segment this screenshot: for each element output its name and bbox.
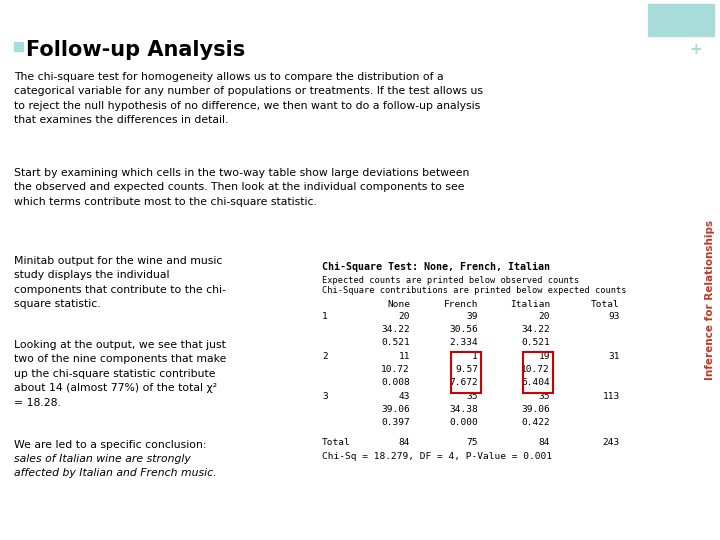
Text: 39.06: 39.06 — [521, 405, 550, 414]
Text: 84: 84 — [398, 438, 410, 447]
Text: 1: 1 — [472, 352, 478, 361]
Text: 20: 20 — [398, 312, 410, 321]
Text: 93: 93 — [608, 312, 620, 321]
Text: 0.422: 0.422 — [521, 418, 550, 427]
Text: 30.56: 30.56 — [449, 325, 478, 334]
Text: 9.57: 9.57 — [455, 365, 478, 374]
Text: 0.521: 0.521 — [521, 338, 550, 347]
Text: French: French — [444, 300, 478, 309]
Text: 3: 3 — [322, 392, 328, 401]
Text: 0.521: 0.521 — [382, 338, 410, 347]
Text: Chi-Square Test: None, French, Italian: Chi-Square Test: None, French, Italian — [322, 262, 550, 272]
Text: 35: 35 — [467, 392, 478, 401]
Text: 6.404: 6.404 — [521, 378, 550, 387]
Text: 34.22: 34.22 — [521, 325, 550, 334]
Text: 7.672: 7.672 — [449, 378, 478, 387]
Text: 10.72: 10.72 — [382, 365, 410, 374]
Text: 34.38: 34.38 — [449, 405, 478, 414]
Text: 43: 43 — [398, 392, 410, 401]
Bar — [523, 352, 553, 393]
Text: Minitab output for the wine and music
study displays the individual
components t: Minitab output for the wine and music st… — [14, 256, 226, 309]
Text: 31: 31 — [608, 352, 620, 361]
Text: Follow-up Analysis: Follow-up Analysis — [26, 40, 246, 60]
Text: 113: 113 — [603, 392, 620, 401]
Text: 0.397: 0.397 — [382, 418, 410, 427]
Text: 10.72: 10.72 — [521, 365, 550, 374]
Text: 19: 19 — [539, 352, 550, 361]
Bar — [648, 4, 714, 36]
Text: 20: 20 — [539, 312, 550, 321]
Text: Total: Total — [322, 438, 351, 447]
Text: 243: 243 — [603, 438, 620, 447]
Bar — [451, 352, 481, 393]
Text: 35: 35 — [539, 392, 550, 401]
Text: The chi-square test for homogeneity allows us to compare the distribution of a
c: The chi-square test for homogeneity allo… — [14, 72, 483, 125]
Text: We are led to a specific conclusion:: We are led to a specific conclusion: — [14, 440, 207, 450]
Text: Chi-Sq = 18.279, DF = 4, P-Value = 0.001: Chi-Sq = 18.279, DF = 4, P-Value = 0.001 — [322, 452, 552, 461]
Text: 75: 75 — [467, 438, 478, 447]
Text: Inference for Relationships: Inference for Relationships — [705, 220, 715, 380]
Text: Total: Total — [591, 300, 620, 309]
Text: 34.22: 34.22 — [382, 325, 410, 334]
Text: Expected counts are printed below observed counts: Expected counts are printed below observ… — [322, 276, 580, 285]
Text: sales of Italian wine are strongly
affected by Italian and French music.: sales of Italian wine are strongly affec… — [14, 454, 217, 478]
Text: Italian: Italian — [510, 300, 550, 309]
Bar — [14, 42, 23, 51]
Text: 1: 1 — [322, 312, 328, 321]
Text: 84: 84 — [539, 438, 550, 447]
Text: 0.000: 0.000 — [449, 418, 478, 427]
Text: Start by examining which cells in the two-way table show large deviations betwee: Start by examining which cells in the tw… — [14, 168, 469, 207]
Text: 0.008: 0.008 — [382, 378, 410, 387]
Text: 2: 2 — [322, 352, 328, 361]
Text: +: + — [690, 43, 703, 57]
Text: Chi-Square contributions are printed below expected counts: Chi-Square contributions are printed bel… — [322, 286, 626, 295]
Text: 11: 11 — [398, 352, 410, 361]
Text: 39: 39 — [467, 312, 478, 321]
Text: 39.06: 39.06 — [382, 405, 410, 414]
Text: 2.334: 2.334 — [449, 338, 478, 347]
Text: None: None — [387, 300, 410, 309]
Text: Looking at the output, we see that just
two of the nine components that make
up : Looking at the output, we see that just … — [14, 340, 226, 408]
